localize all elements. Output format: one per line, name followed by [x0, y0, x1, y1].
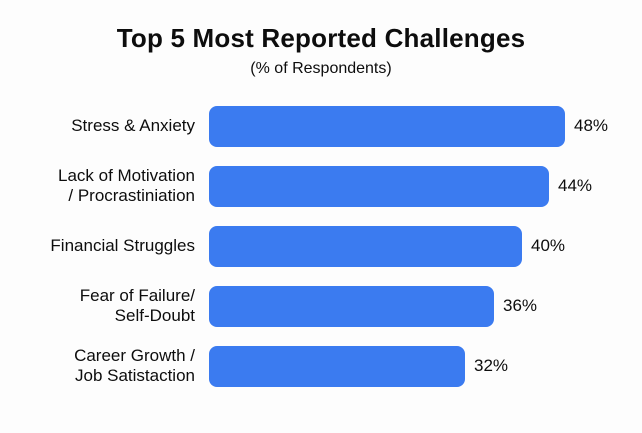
bar-row: Stress & Anxiety 48% [0, 105, 642, 147]
bar-area: 40% [209, 225, 642, 267]
value-label: 40% [531, 236, 566, 256]
bar [209, 285, 494, 327]
category-label: Stress & Anxiety [71, 116, 195, 136]
value-label: 36% [503, 296, 538, 316]
value-label: 44% [558, 176, 593, 196]
bar [209, 345, 465, 387]
chart-subtitle: (% of Respondents) [250, 59, 392, 77]
bar-row: Career Growth / Job Satistaction 32% [0, 346, 642, 387]
category-label: Fear of Failure/Self-Doubt [79, 285, 195, 326]
value-label: 32% [474, 356, 509, 376]
category-label: Career Growth / Job Satistaction [74, 345, 195, 386]
bar-row: Lack of Motivation / Procrastiniation 44% [0, 166, 642, 207]
bar-row: Financial Struggles 40% [0, 225, 642, 267]
chart-title: Top 5 Most Reported Challenges [116, 23, 526, 53]
value-label: 48% [574, 116, 609, 136]
bar-area: 44% [209, 165, 642, 207]
bar-row: Fear of Failure/Self-Doubt 36% [0, 286, 642, 327]
category-label: Financial Struggles [50, 236, 195, 256]
bar [209, 165, 549, 207]
bar-area: 32% [209, 345, 642, 387]
bar [209, 225, 522, 267]
bar [209, 105, 565, 147]
bar-area: 48% [209, 105, 642, 147]
bar-area: 36% [209, 285, 642, 327]
bar-rows: Stress & Anxiety 48% Lack of Motivation /… [0, 105, 642, 387]
category-label: Lack of Motivation / Procrastiniation [57, 165, 195, 206]
